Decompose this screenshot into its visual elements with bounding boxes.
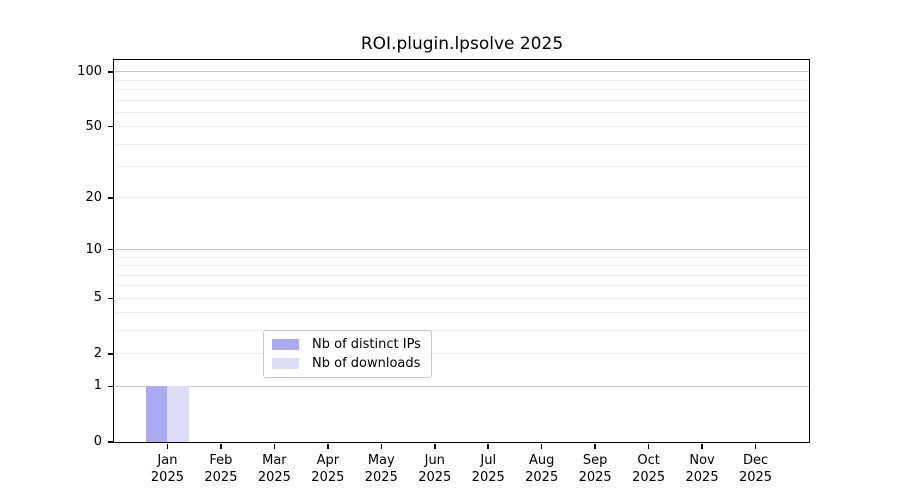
x-tick-mark bbox=[540, 443, 543, 449]
gridline-minor bbox=[114, 274, 809, 276]
y-tick-label: 0 bbox=[93, 434, 102, 449]
y-tick-mark bbox=[107, 71, 113, 73]
gridline-minor bbox=[114, 197, 809, 199]
gridline-minor bbox=[114, 99, 809, 101]
x-tick-label: Aug 2025 bbox=[502, 452, 582, 486]
y-tick-mark bbox=[107, 248, 113, 251]
x-tick-year: 2025 bbox=[525, 470, 559, 485]
gridline-minor bbox=[114, 111, 809, 113]
x-tick-mark bbox=[380, 443, 383, 449]
x-tick-mark bbox=[594, 443, 596, 449]
x-tick-year: 2025 bbox=[738, 470, 773, 485]
y-tick-label: 20 bbox=[85, 189, 102, 205]
gridline-minor bbox=[114, 285, 809, 287]
x-tick-mark bbox=[220, 443, 222, 449]
x-tick-label: Feb 2025 bbox=[181, 452, 261, 486]
x-tick-label: Jan 2025 bbox=[127, 452, 207, 486]
x-tick-month: Oct bbox=[637, 453, 660, 468]
y-tick-label: 10 bbox=[85, 241, 102, 257]
y-tick-mark bbox=[107, 197, 113, 199]
x-tick-label: Mar 2025 bbox=[234, 452, 314, 486]
gridline-minor bbox=[114, 312, 809, 314]
gridline-minor bbox=[114, 79, 809, 81]
x-tick-mark bbox=[327, 443, 329, 449]
x-tick-month: Jul bbox=[480, 453, 497, 468]
x-tick-mark bbox=[487, 443, 489, 449]
x-tick-month: Dec bbox=[742, 453, 769, 468]
gridline-minor bbox=[114, 265, 809, 267]
bar-nb-of-distinct-ips-jan bbox=[146, 386, 168, 442]
legend-label-distinct-ips: Nb of distinct IPs bbox=[312, 337, 421, 352]
x-tick-mark bbox=[273, 443, 276, 449]
x-tick-label: Jul 2025 bbox=[448, 452, 528, 486]
x-tick-year: 2025 bbox=[632, 470, 666, 485]
gridline-minor bbox=[114, 166, 809, 168]
y-tick-mark bbox=[107, 441, 113, 443]
x-tick-mark bbox=[647, 443, 650, 449]
legend-swatch-downloads bbox=[272, 358, 299, 369]
x-tick-mark bbox=[754, 443, 757, 449]
gridline-minor bbox=[114, 143, 809, 145]
x-tick-label: Jun 2025 bbox=[395, 452, 475, 486]
x-tick-label: Nov 2025 bbox=[662, 452, 742, 486]
x-tick-year: 2025 bbox=[311, 470, 345, 485]
x-tick-label: May 2025 bbox=[341, 452, 421, 486]
gridline-minor bbox=[114, 353, 809, 355]
x-tick-label: Oct 2025 bbox=[609, 452, 689, 486]
x-tick-month: Mar bbox=[262, 453, 287, 468]
gridline-minor bbox=[114, 126, 809, 128]
x-tick-month: Aug bbox=[528, 453, 555, 468]
plot-area: 0 1 2 5 10 20 50 100 Jan 2025 Feb 2025 Mar 2025 Apr 202… bbox=[77, 59, 810, 485]
x-tick-year: 2025 bbox=[364, 470, 398, 485]
legend-swatch-distinct-ips bbox=[272, 339, 299, 350]
x-tick-year: 2025 bbox=[204, 470, 238, 485]
x-tick-label: Apr 2025 bbox=[288, 452, 368, 486]
gridline-major bbox=[114, 249, 809, 251]
x-tick-month: Sep bbox=[582, 453, 608, 468]
x-tick-year: 2025 bbox=[418, 470, 452, 485]
x-tick-mark bbox=[701, 443, 703, 449]
x-tick-month: Jan bbox=[157, 453, 178, 468]
y-tick-mark bbox=[107, 353, 113, 355]
y-tick-label: 5 bbox=[93, 290, 102, 306]
chart-title: ROI.plugin.lpsolve 2025 bbox=[360, 34, 564, 54]
x-tick-mark bbox=[434, 443, 436, 449]
y-tick-label: 1 bbox=[93, 378, 102, 394]
x-tick-label: Dec 2025 bbox=[716, 452, 796, 486]
legend: Nb of distinct IPs Nb of downloads bbox=[263, 330, 432, 378]
gridline-minor bbox=[114, 256, 809, 258]
x-tick-year: 2025 bbox=[578, 470, 612, 485]
gridline-minor bbox=[114, 297, 809, 299]
gridline-major bbox=[114, 71, 809, 73]
gridline-minor bbox=[114, 88, 809, 90]
gridline-minor bbox=[114, 330, 809, 332]
y-tick-label: 2 bbox=[93, 345, 102, 361]
x-tick-month: Apr bbox=[316, 453, 340, 468]
legend-item-downloads: Nb of downloads bbox=[272, 356, 421, 371]
y-tick-mark bbox=[107, 125, 113, 128]
x-tick-year: 2025 bbox=[685, 470, 719, 485]
y-tick-mark bbox=[107, 385, 113, 388]
bar-nb-of-downloads-jan bbox=[167, 386, 189, 442]
x-tick-month: Jun bbox=[424, 453, 445, 468]
x-tick-month: May bbox=[367, 453, 395, 468]
x-tick-year: 2025 bbox=[150, 470, 184, 485]
x-tick-month: Nov bbox=[689, 453, 715, 468]
y-tick-label: 100 bbox=[77, 63, 102, 79]
x-tick-label: Sep 2025 bbox=[555, 452, 635, 486]
x-tick-month: Feb bbox=[209, 453, 233, 468]
legend-item-distinct-ips: Nb of distinct IPs bbox=[272, 337, 421, 352]
gridline-major bbox=[114, 385, 809, 387]
y-tick-mark bbox=[107, 297, 113, 300]
x-tick-year: 2025 bbox=[471, 470, 505, 485]
x-tick-mark bbox=[166, 443, 169, 449]
legend-label-downloads: Nb of downloads bbox=[312, 356, 421, 371]
y-tick-label: 50 bbox=[85, 118, 102, 134]
x-tick-year: 2025 bbox=[257, 470, 291, 485]
